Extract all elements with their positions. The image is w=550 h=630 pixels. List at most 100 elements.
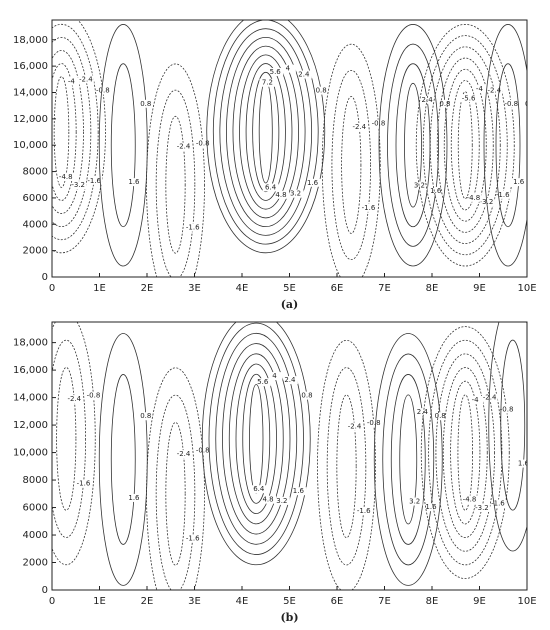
label-backdrop — [432, 412, 449, 421]
contour-line — [232, 45, 299, 219]
label-backdrop — [137, 412, 154, 421]
contour-label: 1.6 — [128, 494, 140, 502]
contour-label: 3.2 — [290, 190, 301, 198]
x-tick-label: 7E — [378, 596, 391, 607]
x-tick-label: 1E — [93, 596, 106, 607]
contour-label: 0.8 — [301, 392, 312, 400]
contour-line — [390, 374, 426, 545]
x-tick-label: 6E — [331, 596, 344, 607]
label-backdrop — [351, 122, 368, 131]
contour-label: 0.8 — [140, 100, 151, 108]
x-tick-label: 0 — [49, 596, 55, 607]
label-backdrop — [250, 485, 267, 494]
label-backdrop — [254, 378, 271, 387]
contour-line — [52, 20, 106, 254]
contour-line — [52, 37, 92, 228]
label-backdrop — [494, 190, 511, 199]
contour-line — [422, 35, 508, 256]
x-tick-label: 2E — [141, 596, 154, 607]
contour-line — [249, 384, 264, 494]
contour-line — [165, 422, 186, 566]
label-backdrop — [75, 479, 92, 488]
contour-label: -0.8 — [96, 87, 110, 95]
y-tick-label: 4000 — [23, 530, 48, 541]
x-tick-label: 0 — [49, 283, 55, 294]
contour-line — [321, 43, 381, 277]
contour-line — [212, 20, 319, 245]
contour-label: 5.6 — [270, 68, 282, 76]
contour-line — [242, 373, 271, 504]
label-backdrop — [267, 67, 284, 76]
label-backdrop — [489, 499, 506, 508]
contour-line — [52, 322, 96, 566]
y-tick-label: 10,000 — [13, 448, 48, 459]
label-backdrop — [510, 178, 527, 187]
contour-line — [382, 353, 435, 566]
contour-line — [226, 37, 306, 228]
contour-line — [98, 24, 148, 267]
contour-line — [146, 63, 205, 277]
contour-label: 6.4 — [265, 183, 277, 191]
contour-line — [378, 24, 448, 267]
label-backdrop — [355, 506, 372, 515]
contour-label: -2.4 — [483, 394, 497, 402]
contour-line — [435, 353, 495, 552]
label-backdrop — [298, 391, 315, 400]
contour-label: -0.8 — [500, 405, 514, 413]
contour-line — [404, 82, 422, 208]
contour-label: -0.8 — [504, 100, 518, 108]
y-tick-label: 16,000 — [13, 61, 48, 72]
label-backdrop — [273, 190, 290, 199]
contour-label: 7.2 — [262, 79, 273, 87]
contour-line — [52, 63, 77, 201]
contour-label: 1.6 — [307, 179, 319, 187]
contour-label: -1.6 — [496, 191, 510, 199]
contour-label: 1.6 — [518, 460, 530, 468]
contour-line — [52, 23, 99, 241]
contour-line — [235, 363, 277, 515]
contour-line — [53, 76, 70, 188]
label-backdrop — [259, 78, 276, 87]
x-tick-label: 4E — [236, 596, 249, 607]
label-backdrop — [184, 223, 201, 232]
contour-label: 0.8 — [316, 87, 327, 95]
contour-line — [495, 63, 521, 228]
label-backdrop — [175, 142, 192, 151]
contour-label: 1.6 — [425, 503, 437, 511]
label-backdrop — [125, 493, 142, 502]
y-tick-label: 14,000 — [13, 87, 48, 98]
x-tick-label: 4E — [236, 283, 249, 294]
contour-line — [420, 326, 510, 579]
contour-label: 0.8 — [525, 100, 536, 108]
y-tick-label: 6000 — [23, 503, 48, 514]
contour-line — [387, 43, 439, 247]
contour-line — [373, 333, 443, 586]
y-tick-label: 12,000 — [13, 420, 48, 431]
label-backdrop — [184, 534, 201, 543]
contour-label: -1.6 — [186, 224, 200, 232]
contour-label: -1.6 — [77, 480, 91, 488]
x-tick-label: 9E — [473, 596, 486, 607]
contour-line — [443, 68, 487, 222]
contour-line — [450, 380, 481, 525]
contour-label: -3.2 — [475, 504, 489, 512]
contour-line — [155, 394, 196, 590]
label-backdrop — [287, 189, 304, 198]
contour-label: 4.8 — [262, 496, 273, 504]
contour-label: 2.4 — [298, 71, 310, 79]
label-backdrop — [63, 77, 80, 86]
contour-label: -1.6 — [357, 507, 371, 515]
label-backdrop — [467, 395, 484, 404]
y-tick-label: 2000 — [23, 246, 48, 257]
y-tick-label: 2000 — [23, 558, 48, 569]
y-tick-label: 4000 — [23, 219, 48, 230]
contour-label: 3.2 — [409, 498, 420, 506]
contour-label: 2.4 — [417, 408, 429, 416]
contour-line — [483, 24, 527, 267]
contour-label: 4 — [272, 372, 277, 380]
label-backdrop — [137, 99, 154, 108]
label-backdrop — [365, 419, 382, 428]
contour-line — [110, 374, 136, 545]
panel-caption: (b) — [280, 611, 298, 624]
